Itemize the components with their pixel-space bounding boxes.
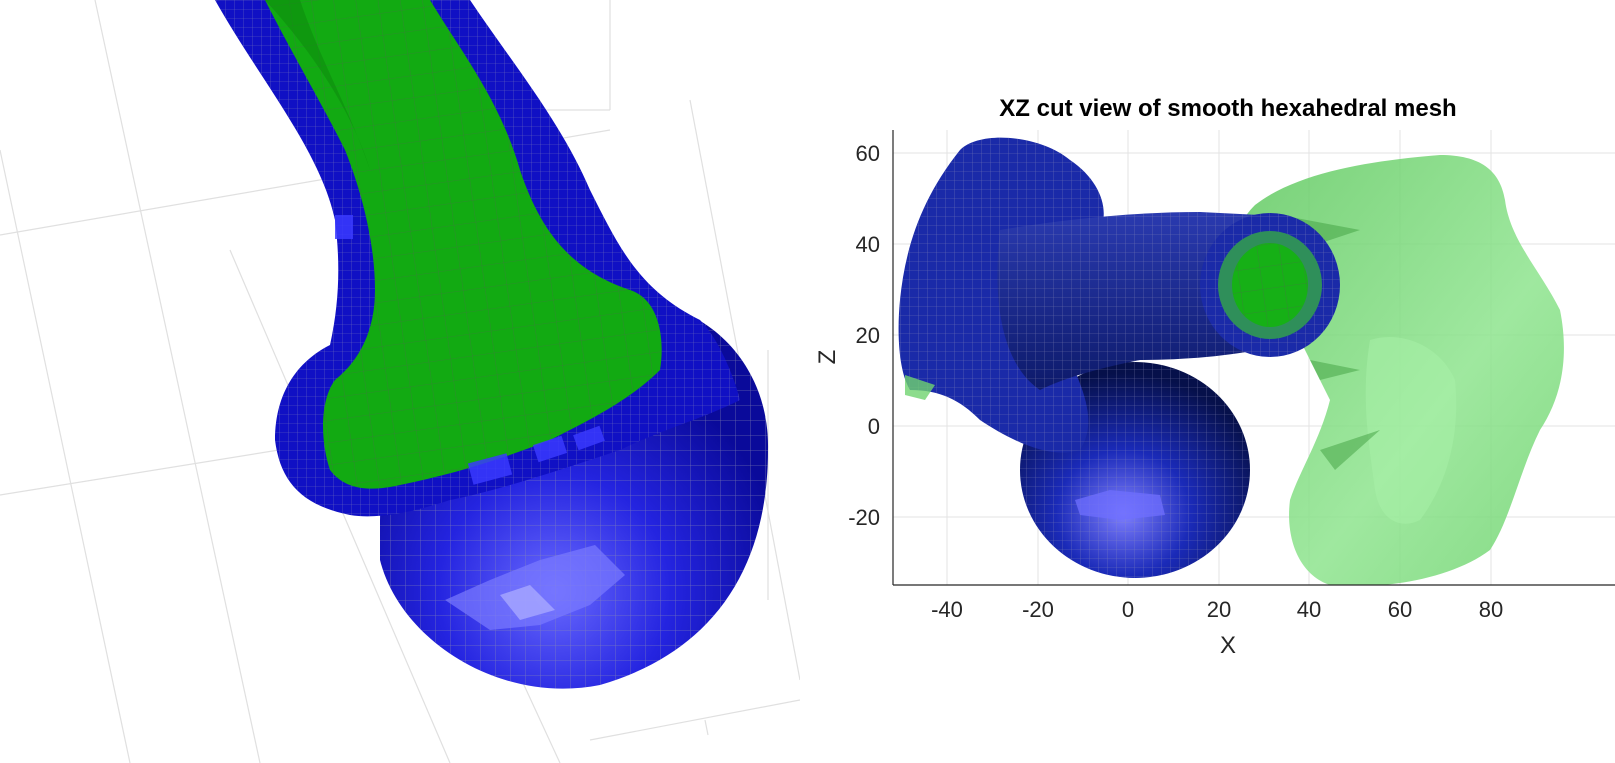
xz-cut-view-plot: XZ cut view of smooth hexahedral mesh — [814, 95, 1615, 659]
y-tick-label: -20 — [848, 505, 880, 530]
x-tick-label: 60 — [1388, 597, 1412, 622]
shaft-cross-section — [1200, 213, 1340, 357]
x-tick-label: -20 — [1022, 597, 1054, 622]
x-tick-label: 20 — [1207, 597, 1231, 622]
x-axis-ticks: -40 -20 0 20 40 60 80 — [931, 597, 1503, 622]
y-tick-label: 0 — [868, 414, 880, 439]
y-tick-label: 20 — [856, 323, 880, 348]
cut-element-highlights — [335, 215, 605, 485]
plot-axes — [892, 130, 1615, 586]
plot-title: XZ cut view of smooth hexahedral mesh — [999, 95, 1456, 122]
x-tick-label: -40 — [931, 597, 963, 622]
left-3d-mesh-view — [0, 0, 800, 763]
y-axis-ticks: 60 40 20 0 -20 — [848, 141, 880, 530]
x-axis-label: X — [1220, 632, 1236, 659]
trabecular-core-mesh — [265, 0, 662, 489]
x-tick-label: 0 — [1122, 597, 1134, 622]
y-tick-label: 40 — [856, 232, 880, 257]
x-tick-label: 80 — [1479, 597, 1503, 622]
x-tick-label: 40 — [1297, 597, 1321, 622]
y-axis-label: Z — [814, 350, 841, 365]
y-tick-label: 60 — [856, 141, 880, 166]
